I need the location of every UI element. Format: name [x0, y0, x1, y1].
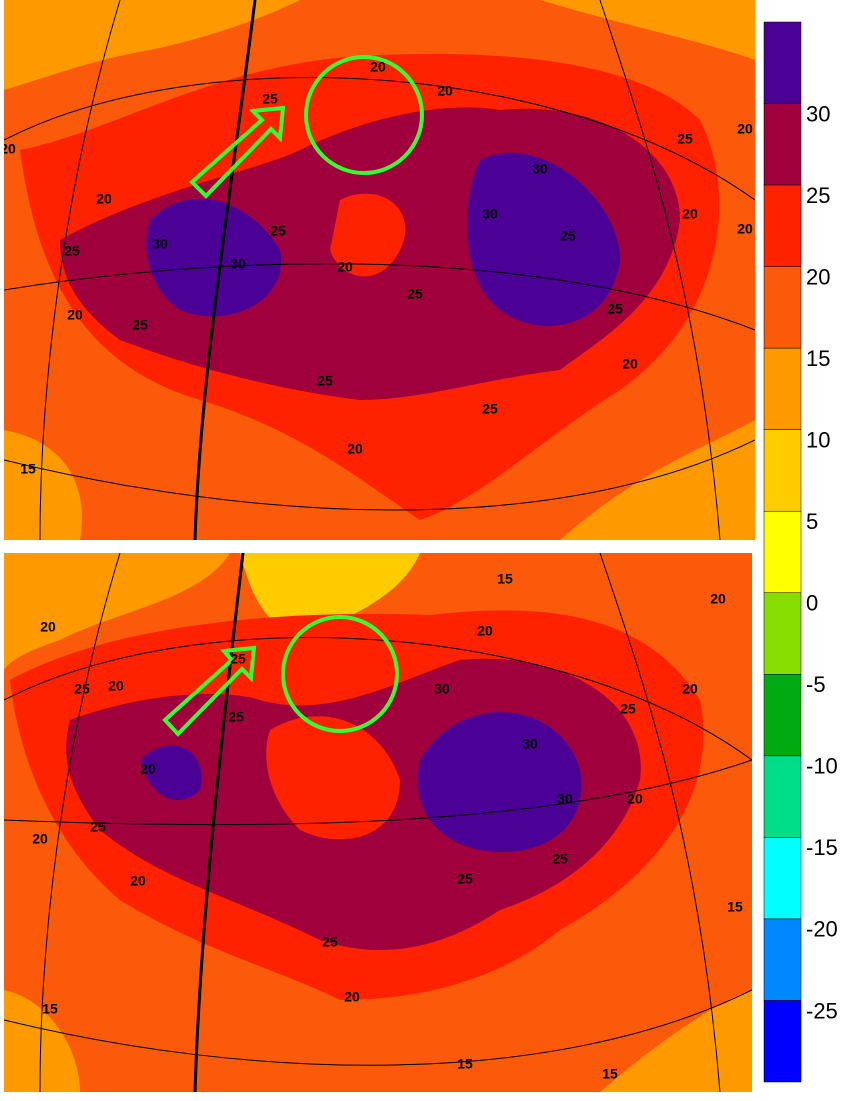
colorbar-label: 20 [806, 264, 830, 289]
contour-label: 30 [152, 236, 168, 252]
colorbar-bin [763, 347, 802, 430]
contour-label: 15 [457, 1056, 473, 1072]
colorbar-bin [763, 755, 802, 838]
colorbar-bin [763, 510, 802, 594]
contour-label: 20 [130, 873, 146, 889]
colorbar-label: 10 [806, 428, 830, 453]
contour-label: 25 [552, 851, 568, 867]
contour-label: 20 [108, 678, 124, 694]
contour-label: 30 [230, 256, 246, 272]
contour-label: 30 [532, 161, 548, 177]
contour-label: 20 [40, 619, 56, 635]
contour-label: 20 [347, 441, 363, 457]
contour-label: 15 [497, 571, 513, 587]
contour-label: 25 [677, 131, 693, 147]
contour-label: 25 [620, 701, 636, 717]
colorbar-bin [763, 674, 802, 757]
contour-label: 20 [370, 59, 386, 75]
contour-label: 20 [477, 623, 493, 639]
contour-label: 25 [64, 243, 80, 259]
contour-label: 20 [32, 831, 48, 847]
contour-label: 25 [74, 681, 90, 697]
contour-label: 25 [90, 819, 106, 835]
contour-label: 25 [482, 401, 498, 417]
colorbar-bin [763, 184, 802, 267]
contour-label: 30 [434, 681, 450, 697]
colorbar-label: 25 [806, 183, 830, 208]
colorbar-label: 15 [806, 346, 830, 371]
colorbar-bin [763, 21, 802, 104]
contour-label: 20 [682, 206, 698, 222]
colorbar-label: -20 [806, 917, 838, 942]
colorbar-bin [763, 1000, 802, 1083]
contour-label: 25 [322, 934, 338, 950]
contour-label: 25 [262, 91, 278, 107]
contour-label: 30 [522, 736, 538, 752]
colorbar-label: -10 [806, 754, 838, 779]
colorbar-label: -25 [806, 998, 838, 1023]
contour-label: 25 [228, 709, 244, 725]
colorbar-label: 0 [806, 591, 818, 616]
contour-label: 20 [344, 989, 360, 1005]
colorbar-label: -5 [806, 672, 826, 697]
colorbar-bin [763, 592, 802, 675]
contour-label: 15 [727, 899, 743, 915]
contour-label: 25 [230, 651, 246, 667]
contour-label: 15 [42, 1001, 58, 1017]
colorbar-label: 30 [806, 101, 830, 126]
contour-label: 20 [337, 259, 353, 275]
contour-label: 20 [96, 191, 112, 207]
contour-label: 30 [557, 791, 573, 807]
colorbar-label: 5 [806, 509, 818, 534]
contour-label: 20 [710, 591, 726, 607]
contour-label: 20 [140, 761, 156, 777]
contour-label: 20 [622, 356, 638, 372]
colorbar-bin [763, 429, 802, 512]
map-bottom: 15 20 25 20 25 25 20 20 25 20 30 30 30 25 20 20 25 25 25 20… [4, 553, 752, 1092]
contour-label: 25 [607, 301, 623, 317]
contour-label: 20 [737, 121, 753, 137]
contour-label: 25 [407, 286, 423, 302]
colorbar-label: -15 [806, 835, 838, 860]
contour-label: 15 [602, 1066, 618, 1082]
colorbar-bin [763, 918, 802, 1001]
contour-label: 25 [132, 317, 148, 333]
map-top: 20 20 25 20 20 25 20 25 30 30 25 20 25 30 30 25 20 25 20 25… [0, 0, 755, 540]
contour-label: 25 [457, 871, 473, 887]
contour-label: 20 [0, 141, 16, 157]
contour-label: 30 [482, 206, 498, 222]
colorbar: 30 25 20 15 10 5 0 -5 -10 -15 -20 -25 [763, 21, 838, 1083]
contour-label: 20 [682, 681, 698, 697]
contour-label: 25 [560, 228, 576, 244]
contour-label: 20 [67, 307, 83, 323]
colorbar-bin [763, 266, 802, 349]
contour-label: 20 [437, 83, 453, 99]
colorbar-bin [763, 103, 802, 186]
contour-label: 15 [20, 461, 36, 477]
contour-label: 20 [627, 791, 643, 807]
contour-label: 25 [270, 223, 286, 239]
contour-label: 25 [317, 373, 333, 389]
colorbar-bin [763, 837, 802, 920]
contour-label: 20 [737, 221, 753, 237]
